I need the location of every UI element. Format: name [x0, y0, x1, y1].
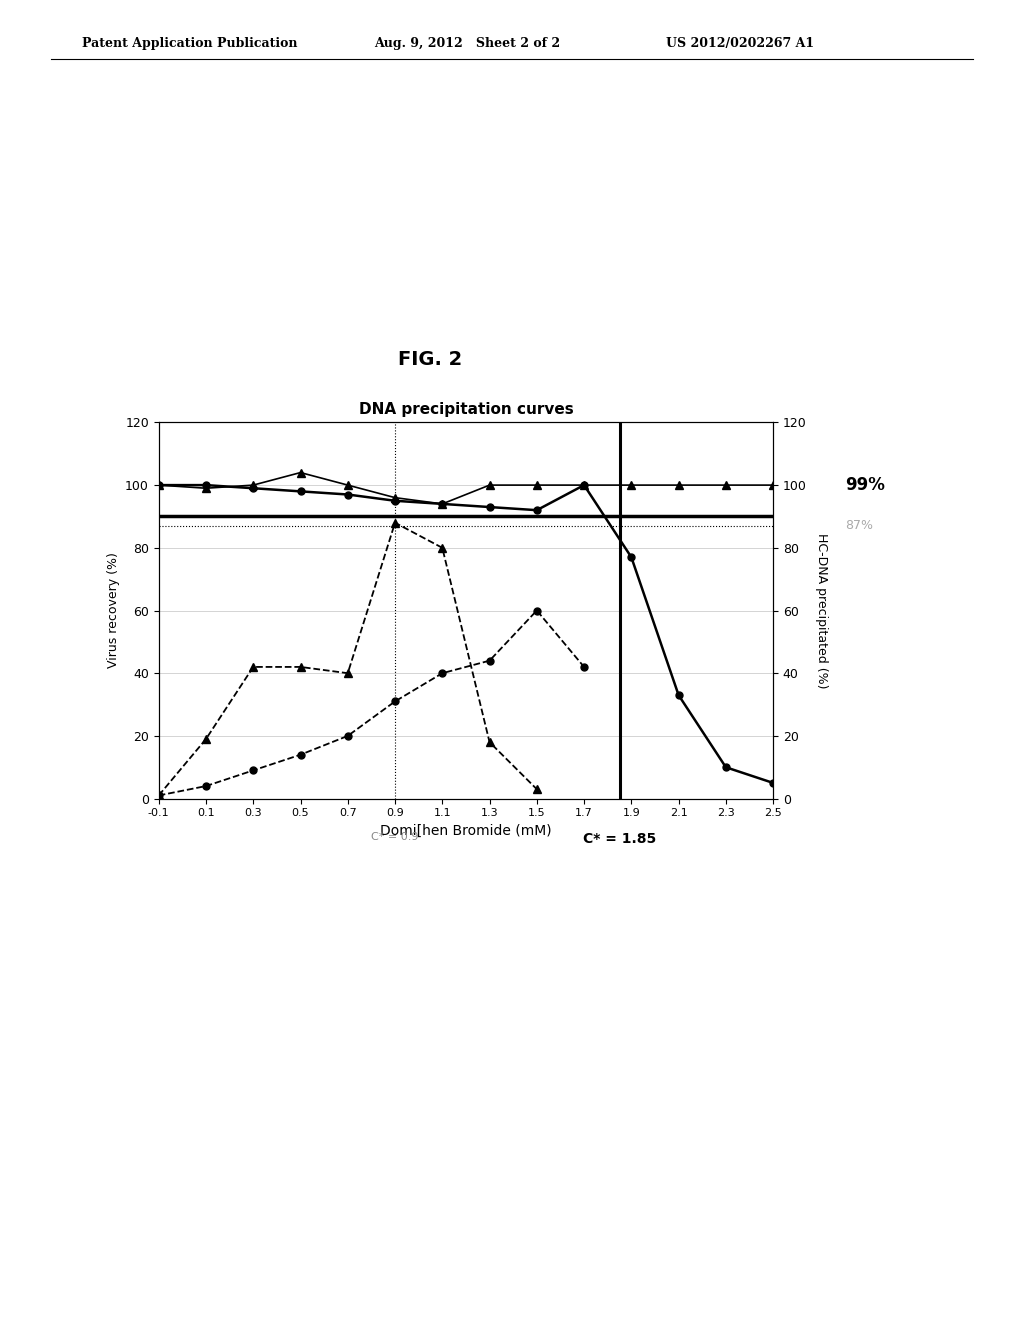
Y-axis label: HC-DNA precipitated (%): HC-DNA precipitated (%): [814, 533, 827, 688]
Text: Aug. 9, 2012   Sheet 2 of 2: Aug. 9, 2012 Sheet 2 of 2: [374, 37, 560, 50]
Text: 87%: 87%: [845, 519, 872, 532]
Title: DNA precipitation curves: DNA precipitation curves: [358, 403, 573, 417]
Text: C* = 0.9: C* = 0.9: [372, 832, 419, 842]
Text: Patent Application Publication: Patent Application Publication: [82, 37, 297, 50]
Y-axis label: Virus recovery (%): Virus recovery (%): [106, 553, 120, 668]
Text: FIG. 2: FIG. 2: [398, 350, 462, 368]
X-axis label: Domi[hen Bromide (mM): Domi[hen Bromide (mM): [380, 824, 552, 838]
Text: C* = 1.85: C* = 1.85: [583, 832, 656, 846]
Text: 99%: 99%: [845, 477, 885, 494]
Text: US 2012/0202267 A1: US 2012/0202267 A1: [666, 37, 814, 50]
